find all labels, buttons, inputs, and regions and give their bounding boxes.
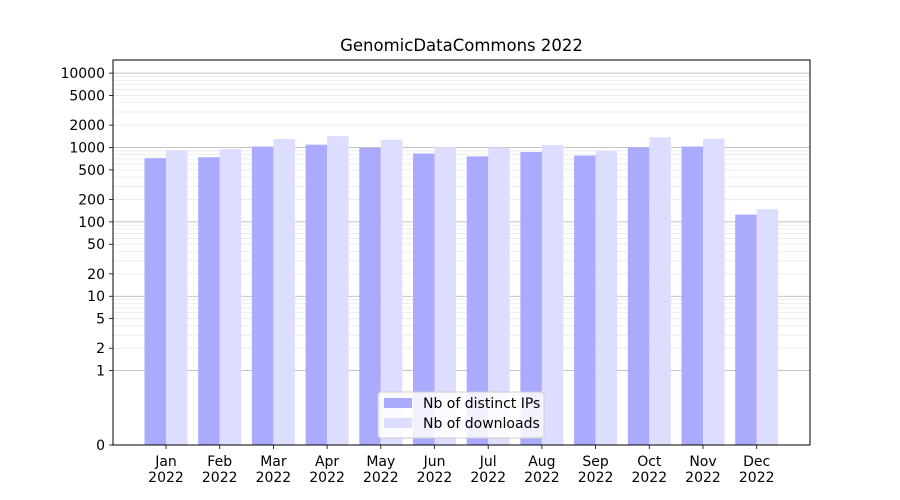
- bar-downloads: [166, 150, 188, 445]
- bar-distinct-ips: [681, 146, 703, 445]
- y-tick-label: 10000: [60, 66, 105, 82]
- legend-swatch: [384, 398, 412, 408]
- bar-downloads: [595, 150, 618, 445]
- bar-distinct-ips: [574, 155, 596, 445]
- bar-downloads: [649, 137, 671, 446]
- x-tick-label: Oct 2022: [631, 454, 667, 486]
- legend-swatch: [384, 418, 412, 428]
- bar-downloads: [434, 147, 456, 445]
- y-tick-label: 5000: [69, 88, 105, 104]
- bar-distinct-ips: [520, 151, 542, 445]
- x-tick-label: Dec 2022: [739, 454, 775, 486]
- bars: [144, 136, 779, 446]
- y-tick-label: 1000: [69, 140, 105, 156]
- legend-box: [377, 391, 545, 439]
- y-tick-label: 5: [96, 312, 105, 328]
- bar-distinct-ips: [359, 147, 381, 445]
- bar-downloads: [327, 136, 349, 445]
- plot-frame: [112, 59, 811, 446]
- y-tick-label: 20: [87, 267, 105, 283]
- x-tick-label: Sep 2022: [578, 454, 614, 486]
- bar-distinct-ips: [466, 156, 489, 446]
- bar-downloads: [219, 149, 242, 445]
- x-tick-label: Nov 2022: [685, 454, 721, 486]
- bar-distinct-ips: [305, 144, 328, 445]
- bar-downloads: [703, 138, 725, 446]
- bar-distinct-ips: [627, 147, 650, 445]
- bar-downloads: [488, 147, 510, 445]
- legend: Nb of distinct IPs Nb of downloads: [377, 391, 545, 439]
- x-tick-label: Aug 2022: [524, 454, 560, 486]
- legend-label: Nb of downloads: [423, 416, 540, 432]
- legend-label: Nb of distinct IPs: [423, 396, 540, 412]
- x-tick-label: Jul 2022: [470, 454, 506, 486]
- bar-distinct-ips: [735, 214, 757, 445]
- x-tick-label: Mar 2022: [256, 454, 292, 486]
- y-tick-label: 500: [78, 163, 105, 179]
- x-tick-label: Jun 2022: [417, 454, 453, 486]
- x-tick-label: Apr 2022: [309, 454, 345, 486]
- bar-distinct-ips: [198, 157, 220, 445]
- y-tick-label: 2000: [69, 118, 105, 134]
- y-tick-label: 0: [96, 438, 105, 454]
- x-tick-label: May 2022: [363, 454, 399, 486]
- x-tick-label: Jan 2022: [148, 454, 184, 486]
- y-tick-label: 1: [96, 364, 105, 380]
- chart-title: GenomicDataCommons 2022: [340, 36, 583, 55]
- y-tick-label: 2: [96, 341, 105, 357]
- bar-distinct-ips: [144, 158, 166, 445]
- y-axis: 0 1 2 5 10 20 50 100 200 500 1000 2000 5000 10000: [60, 66, 113, 454]
- x-tick-label: Feb 2022: [202, 454, 238, 486]
- bar-downloads: [541, 144, 564, 445]
- bar-downloads: [756, 209, 779, 445]
- y-tick-label: 200: [78, 192, 105, 208]
- y-tick-label: 10: [87, 289, 105, 305]
- bar-downloads: [380, 139, 403, 445]
- bar-distinct-ips: [251, 146, 274, 445]
- y-tick-label: 100: [78, 215, 105, 231]
- x-axis: Jan 2022 Feb 2022 Mar 2022 Apr 2022 May 2022 Jun 20…: [148, 445, 775, 486]
- bar-downloads: [273, 139, 295, 445]
- bar-distinct-ips: [413, 153, 435, 446]
- y-tick-label: 50: [87, 237, 105, 253]
